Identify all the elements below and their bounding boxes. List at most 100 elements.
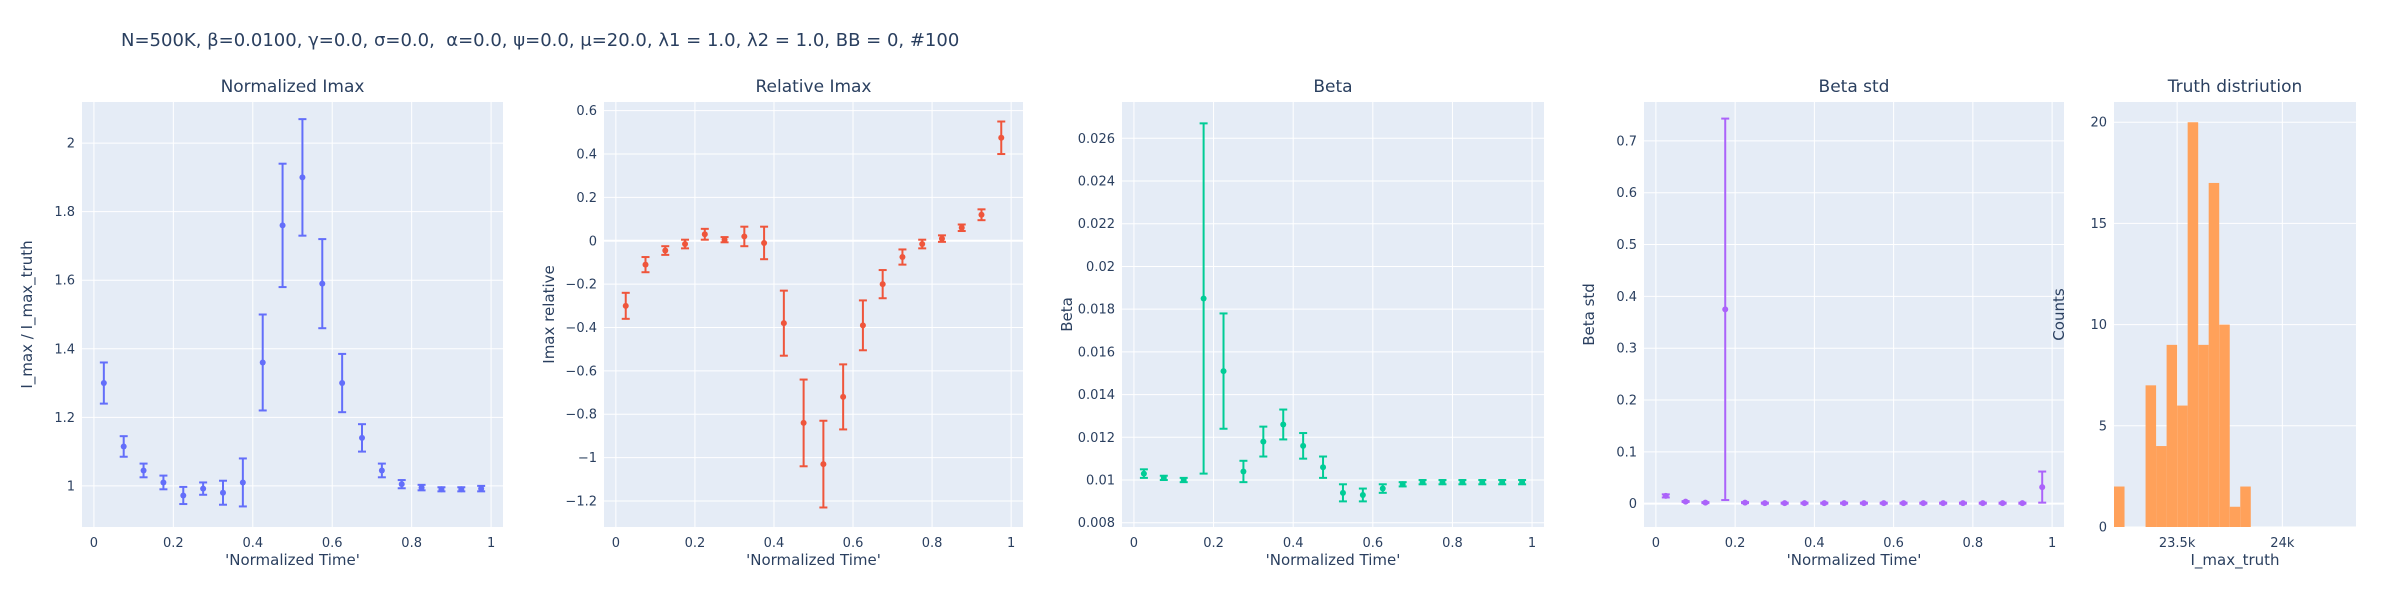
x-tick-label: 0.6 <box>843 536 864 551</box>
y-tick-label: 0 <box>589 234 597 249</box>
y-tick-label: 1.6 <box>54 274 75 289</box>
histogram-bar <box>2177 405 2188 527</box>
y-tick-label: −0.6 <box>565 364 597 379</box>
y-axis-title: Imax relative <box>540 265 558 363</box>
data-point <box>840 393 847 400</box>
data-point <box>1940 500 1947 507</box>
x-tick-label: 1 <box>487 536 495 551</box>
x-axis-title: 'Normalized Time' <box>1266 551 1401 569</box>
data-point <box>418 484 425 491</box>
data-point <box>1702 499 1709 506</box>
y-tick-label: 0.2 <box>1616 394 1637 409</box>
data-point <box>1320 464 1327 471</box>
data-point <box>1479 479 1486 486</box>
data-point <box>1722 306 1729 313</box>
data-point <box>359 434 366 441</box>
x-tick-label: 0.2 <box>685 536 706 551</box>
data-point <box>1781 500 1788 507</box>
data-point <box>642 261 649 268</box>
data-point <box>958 224 965 231</box>
plot-area <box>1644 102 2064 527</box>
y-tick-label: 0.6 <box>576 104 597 119</box>
panel-title: Beta std <box>1819 77 1890 97</box>
x-tick-label: 1 <box>1528 536 1536 551</box>
y-tick-label: 15 <box>2090 217 2107 232</box>
data-point <box>438 486 445 493</box>
data-point <box>1200 295 1207 302</box>
x-tick-label: 0.4 <box>764 536 785 551</box>
data-point <box>239 479 246 486</box>
x-tick-label: 23.5k <box>2159 536 2196 551</box>
data-point <box>2039 484 2046 491</box>
data-point <box>1260 438 1267 445</box>
data-point <box>1920 500 1927 507</box>
data-point <box>1900 500 1907 507</box>
data-point <box>879 281 886 288</box>
data-point <box>458 486 465 493</box>
y-tick-label: 0.026 <box>1078 132 1115 147</box>
y-tick-label: 10 <box>2090 318 2107 333</box>
panel-title: Normalized Imax <box>221 77 365 97</box>
y-tick-label: 0.7 <box>1616 134 1637 149</box>
y-axis-title: Counts <box>2050 288 2068 341</box>
y-axis-title: Beta std <box>1580 283 1598 346</box>
histogram-bar <box>2187 122 2199 527</box>
x-axis-title: 'Normalized Time' <box>225 551 360 569</box>
panel-title: Relative Imax <box>755 77 871 97</box>
data-point <box>1742 499 1749 506</box>
x-tick-label: 0.8 <box>922 536 943 551</box>
data-point <box>1419 479 1426 486</box>
data-point <box>259 359 266 366</box>
data-point <box>378 467 385 474</box>
y-tick-label: 0 <box>1629 497 1637 512</box>
data-point <box>859 322 866 329</box>
x-tick-label: 0.2 <box>1725 536 1746 551</box>
data-point <box>398 481 405 488</box>
y-tick-label: −0.4 <box>565 321 597 336</box>
data-point <box>1801 500 1808 507</box>
data-point <box>899 254 906 261</box>
x-tick-label: 0.2 <box>163 536 184 551</box>
data-point <box>1999 500 2006 507</box>
data-point <box>1379 485 1386 492</box>
y-tick-label: 0.016 <box>1078 345 1115 360</box>
data-point <box>978 211 985 218</box>
histogram-bar <box>2198 344 2209 527</box>
histogram-bar <box>2229 506 2241 527</box>
plot-area <box>82 102 503 527</box>
panel-3: 0 0.2 0.4 0.6 0.8 1 0.008 0.01 0.012 0.014 0.016 0.… <box>1058 77 1544 569</box>
data-point <box>319 280 326 287</box>
panel-title: Truth distriution <box>2167 77 2303 97</box>
x-tick-label: 0 <box>1652 536 1660 551</box>
x-tick-label: 1 <box>1007 536 1015 551</box>
figure-title: N=500K, β=0.0100, γ=0.0, σ=0.0, α=0.0, ψ… <box>121 30 960 51</box>
y-tick-label: 0.024 <box>1078 175 1115 190</box>
data-point <box>919 241 926 248</box>
panel-2: 0 0.2 0.4 0.6 0.8 1 −1.2 −1 −0.8 −0.6 −0.4 −0.2 0 0.2… <box>540 77 1023 569</box>
y-tick-label: 0.3 <box>1616 342 1637 357</box>
x-tick-label: 0 <box>612 536 620 551</box>
x-tick-label: 0 <box>90 536 98 551</box>
data-point <box>200 485 207 492</box>
y-tick-label: 1.8 <box>54 205 75 220</box>
data-point <box>761 239 768 246</box>
data-point <box>800 419 807 426</box>
data-point <box>2019 500 2026 507</box>
x-tick-label: 0.8 <box>1442 536 1463 551</box>
y-tick-label: 0.012 <box>1078 431 1115 446</box>
y-tick-label: 0 <box>2099 521 2107 536</box>
x-tick-label: 0 <box>1130 536 1138 551</box>
data-point <box>662 247 669 254</box>
y-tick-label: 1.4 <box>54 342 75 357</box>
y-axis-title: I_max / I_max_truth <box>18 240 37 388</box>
data-point <box>180 492 187 499</box>
y-tick-label: 5 <box>2099 419 2107 434</box>
y-tick-label: 0.02 <box>1086 260 1115 275</box>
data-point <box>339 380 346 387</box>
data-point <box>1761 500 1768 507</box>
histogram-bar <box>2219 324 2230 527</box>
x-tick-label: 0.4 <box>242 536 263 551</box>
data-point <box>938 235 945 242</box>
data-point <box>1140 470 1147 477</box>
y-tick-label: 0.022 <box>1078 217 1115 232</box>
